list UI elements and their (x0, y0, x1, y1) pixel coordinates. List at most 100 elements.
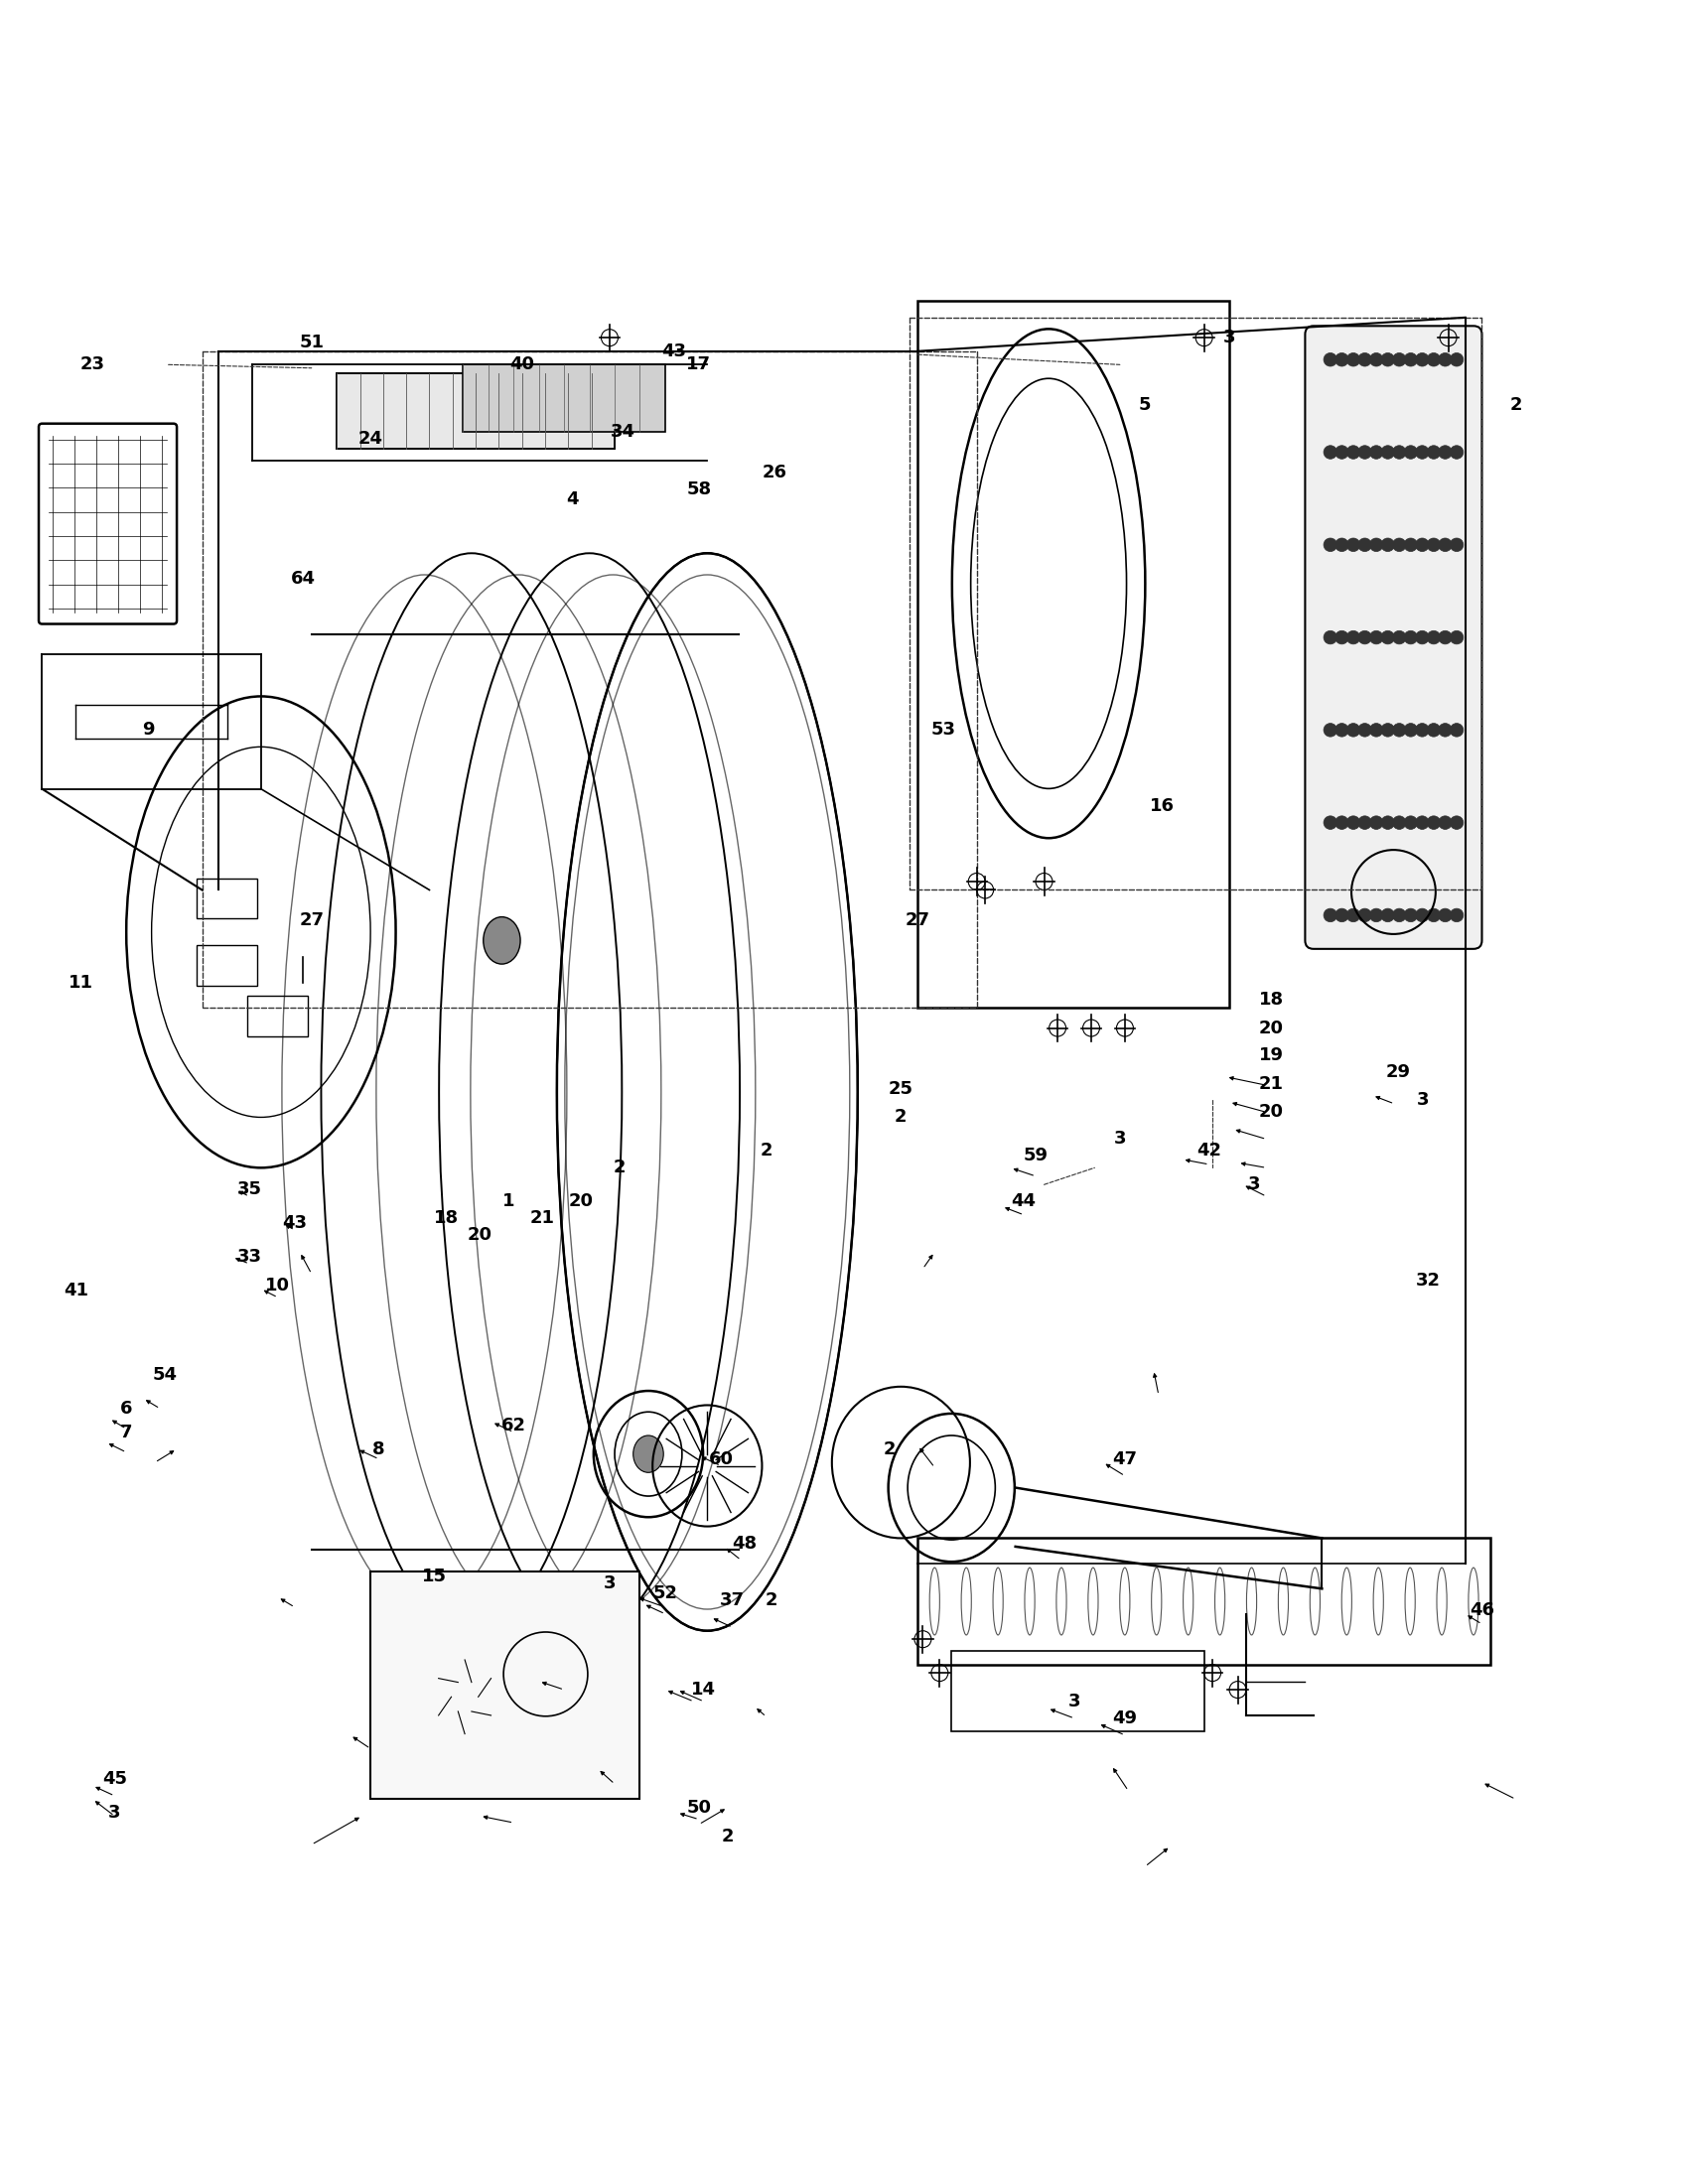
Circle shape (1381, 537, 1394, 553)
Circle shape (1369, 537, 1383, 553)
Text: 18: 18 (1260, 992, 1283, 1009)
Circle shape (1357, 631, 1371, 644)
Circle shape (1347, 446, 1361, 459)
Text: 3: 3 (1223, 330, 1236, 347)
Bar (918, 301, 1229, 1007)
Circle shape (1416, 446, 1430, 459)
Circle shape (1324, 723, 1337, 736)
Circle shape (1404, 354, 1418, 367)
Circle shape (1347, 354, 1361, 367)
Circle shape (1369, 909, 1383, 922)
Text: 54: 54 (153, 1365, 177, 1385)
Circle shape (1324, 354, 1337, 367)
Circle shape (1381, 817, 1394, 830)
Text: 21: 21 (1260, 1075, 1283, 1092)
Text: 20: 20 (468, 1225, 492, 1245)
Text: 8: 8 (372, 1439, 386, 1459)
Text: 17: 17 (687, 356, 711, 373)
Text: 52: 52 (653, 1586, 677, 1603)
Text: 51: 51 (300, 334, 323, 352)
Circle shape (1404, 537, 1418, 553)
Text: 2: 2 (765, 1592, 778, 1610)
Circle shape (1347, 817, 1361, 830)
Text: 46: 46 (1470, 1601, 1494, 1621)
Text: 24: 24 (359, 430, 382, 448)
Circle shape (1393, 354, 1406, 367)
Text: 35: 35 (237, 1182, 261, 1199)
Circle shape (1438, 909, 1452, 922)
Circle shape (1426, 354, 1440, 367)
Circle shape (1426, 631, 1440, 644)
Text: 5: 5 (1138, 395, 1152, 415)
Bar (248, 996, 308, 1037)
Text: 2: 2 (759, 1142, 773, 1160)
Circle shape (1357, 446, 1371, 459)
Text: 26: 26 (763, 463, 786, 480)
Circle shape (1335, 909, 1349, 922)
Text: 62: 62 (502, 1417, 525, 1435)
Text: 9: 9 (141, 721, 155, 738)
Text: 41: 41 (64, 1282, 88, 1299)
Text: 3: 3 (1416, 1092, 1430, 1109)
Text: 2: 2 (721, 1828, 734, 1845)
Circle shape (1335, 446, 1349, 459)
Circle shape (1357, 909, 1371, 922)
Circle shape (1393, 631, 1406, 644)
Text: 3: 3 (108, 1804, 121, 1821)
Circle shape (1393, 537, 1406, 553)
Circle shape (1324, 446, 1337, 459)
Text: 44: 44 (1012, 1192, 1036, 1210)
Text: 2: 2 (882, 1439, 896, 1459)
Text: 2: 2 (894, 1107, 908, 1127)
Circle shape (1335, 631, 1349, 644)
Text: 23: 23 (81, 356, 104, 373)
Text: 2: 2 (1509, 395, 1522, 415)
Circle shape (1438, 354, 1452, 367)
Circle shape (1393, 446, 1406, 459)
Text: 64: 64 (291, 570, 315, 587)
Circle shape (1426, 446, 1440, 459)
Circle shape (1416, 537, 1430, 553)
Text: 4: 4 (566, 491, 579, 509)
Text: 60: 60 (709, 1450, 733, 1468)
Circle shape (1381, 446, 1394, 459)
Text: 48: 48 (733, 1535, 756, 1553)
Text: 19: 19 (1260, 1046, 1283, 1064)
Text: 20: 20 (1260, 1103, 1283, 1120)
Text: 15: 15 (423, 1568, 446, 1586)
Text: 11: 11 (69, 974, 93, 992)
Text: 45: 45 (103, 1769, 126, 1789)
Text: 50: 50 (687, 1800, 711, 1817)
Circle shape (1335, 354, 1349, 367)
Text: 3: 3 (1248, 1175, 1261, 1192)
Circle shape (1416, 354, 1430, 367)
Circle shape (1347, 723, 1361, 736)
Circle shape (1450, 446, 1463, 459)
Text: 7: 7 (120, 1424, 133, 1441)
Circle shape (1347, 537, 1361, 553)
Text: 47: 47 (1113, 1450, 1137, 1468)
Text: 6: 6 (120, 1400, 133, 1417)
Circle shape (1404, 723, 1418, 736)
Circle shape (1324, 817, 1337, 830)
Text: 20: 20 (1260, 1020, 1283, 1037)
Circle shape (1450, 817, 1463, 830)
Text: 18: 18 (434, 1210, 458, 1227)
Circle shape (1438, 537, 1452, 553)
Text: 3: 3 (603, 1575, 616, 1592)
Circle shape (1357, 537, 1371, 553)
Text: 16: 16 (1150, 797, 1174, 815)
Text: 34: 34 (611, 424, 635, 441)
Text: 53: 53 (931, 721, 955, 738)
Circle shape (1393, 817, 1406, 830)
Circle shape (1347, 909, 1361, 922)
Circle shape (1438, 723, 1452, 736)
Bar (918, 1538, 1490, 1664)
Circle shape (1357, 723, 1371, 736)
Circle shape (1450, 909, 1463, 922)
Circle shape (1369, 354, 1383, 367)
Circle shape (1416, 909, 1430, 922)
Text: 3: 3 (1068, 1693, 1081, 1710)
Circle shape (1438, 446, 1452, 459)
Circle shape (1324, 631, 1337, 644)
